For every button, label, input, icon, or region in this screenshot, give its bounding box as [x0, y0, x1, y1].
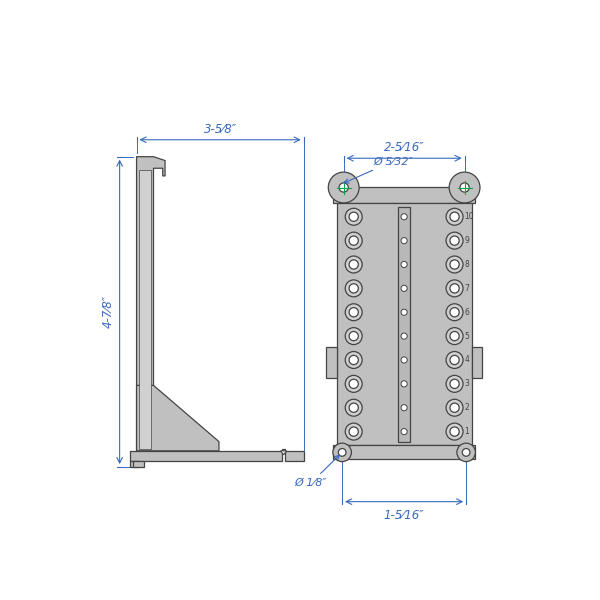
Circle shape	[450, 236, 459, 245]
Circle shape	[462, 449, 470, 456]
Text: 2: 2	[464, 403, 469, 412]
Circle shape	[450, 308, 459, 317]
Circle shape	[450, 355, 459, 365]
Circle shape	[450, 331, 459, 341]
Circle shape	[328, 172, 359, 203]
Circle shape	[349, 355, 358, 365]
Circle shape	[345, 352, 362, 368]
Circle shape	[401, 262, 407, 268]
Circle shape	[401, 214, 407, 220]
Text: 3: 3	[464, 379, 469, 388]
Circle shape	[446, 304, 463, 321]
Bar	[333, 445, 475, 460]
Bar	[472, 347, 482, 377]
Circle shape	[446, 208, 463, 225]
Text: Ø 1⁄8″: Ø 1⁄8″	[295, 455, 339, 488]
Circle shape	[349, 427, 358, 436]
Circle shape	[349, 331, 358, 341]
Circle shape	[345, 256, 362, 273]
Text: 5: 5	[464, 332, 469, 341]
Circle shape	[446, 376, 463, 392]
Circle shape	[338, 449, 346, 456]
Polygon shape	[130, 449, 304, 461]
Text: 2-5⁄16″: 2-5⁄16″	[384, 142, 424, 154]
Circle shape	[446, 399, 463, 416]
Circle shape	[345, 376, 362, 392]
Circle shape	[450, 379, 459, 388]
Circle shape	[446, 423, 463, 440]
Circle shape	[460, 183, 469, 192]
Text: 7: 7	[464, 284, 469, 293]
Bar	[133, 461, 144, 467]
Circle shape	[345, 423, 362, 440]
Circle shape	[449, 172, 480, 203]
Text: 1: 1	[464, 427, 469, 436]
Text: 4: 4	[464, 355, 469, 364]
Circle shape	[345, 304, 362, 321]
Circle shape	[349, 212, 358, 221]
Circle shape	[333, 443, 352, 461]
Circle shape	[345, 208, 362, 225]
Text: 1-5⁄16″: 1-5⁄16″	[384, 509, 424, 523]
Polygon shape	[137, 385, 219, 451]
Circle shape	[446, 352, 463, 368]
Circle shape	[349, 236, 358, 245]
Circle shape	[401, 357, 407, 363]
Circle shape	[450, 403, 459, 412]
Bar	[139, 170, 151, 449]
Bar	[130, 461, 138, 467]
Circle shape	[349, 260, 358, 269]
Text: 9: 9	[464, 236, 469, 245]
Text: 10: 10	[464, 212, 474, 221]
Circle shape	[450, 212, 459, 221]
Circle shape	[349, 379, 358, 388]
Text: Ø 5⁄32″: Ø 5⁄32″	[344, 157, 413, 183]
Circle shape	[446, 256, 463, 273]
Circle shape	[446, 232, 463, 249]
Circle shape	[349, 403, 358, 412]
Circle shape	[450, 284, 459, 293]
Circle shape	[401, 309, 407, 316]
Circle shape	[401, 428, 407, 434]
Circle shape	[345, 232, 362, 249]
Bar	[333, 187, 475, 203]
Circle shape	[446, 328, 463, 344]
Circle shape	[446, 280, 463, 297]
Text: 8: 8	[464, 260, 469, 269]
Circle shape	[401, 404, 407, 411]
Circle shape	[401, 238, 407, 244]
Circle shape	[349, 308, 358, 317]
Circle shape	[339, 183, 349, 192]
Text: 6: 6	[464, 308, 469, 317]
Circle shape	[349, 284, 358, 293]
Circle shape	[345, 399, 362, 416]
Bar	[337, 203, 472, 445]
Polygon shape	[281, 451, 287, 455]
Circle shape	[401, 333, 407, 339]
Circle shape	[450, 260, 459, 269]
Circle shape	[457, 443, 475, 461]
Polygon shape	[137, 157, 165, 451]
Circle shape	[450, 427, 459, 436]
Circle shape	[345, 280, 362, 297]
Circle shape	[401, 285, 407, 292]
Circle shape	[401, 381, 407, 387]
Text: 3-5⁄8″: 3-5⁄8″	[203, 123, 236, 136]
Bar	[326, 347, 337, 377]
Bar	[398, 207, 410, 442]
Text: 4-7⁄8″: 4-7⁄8″	[102, 295, 115, 328]
Circle shape	[345, 328, 362, 344]
